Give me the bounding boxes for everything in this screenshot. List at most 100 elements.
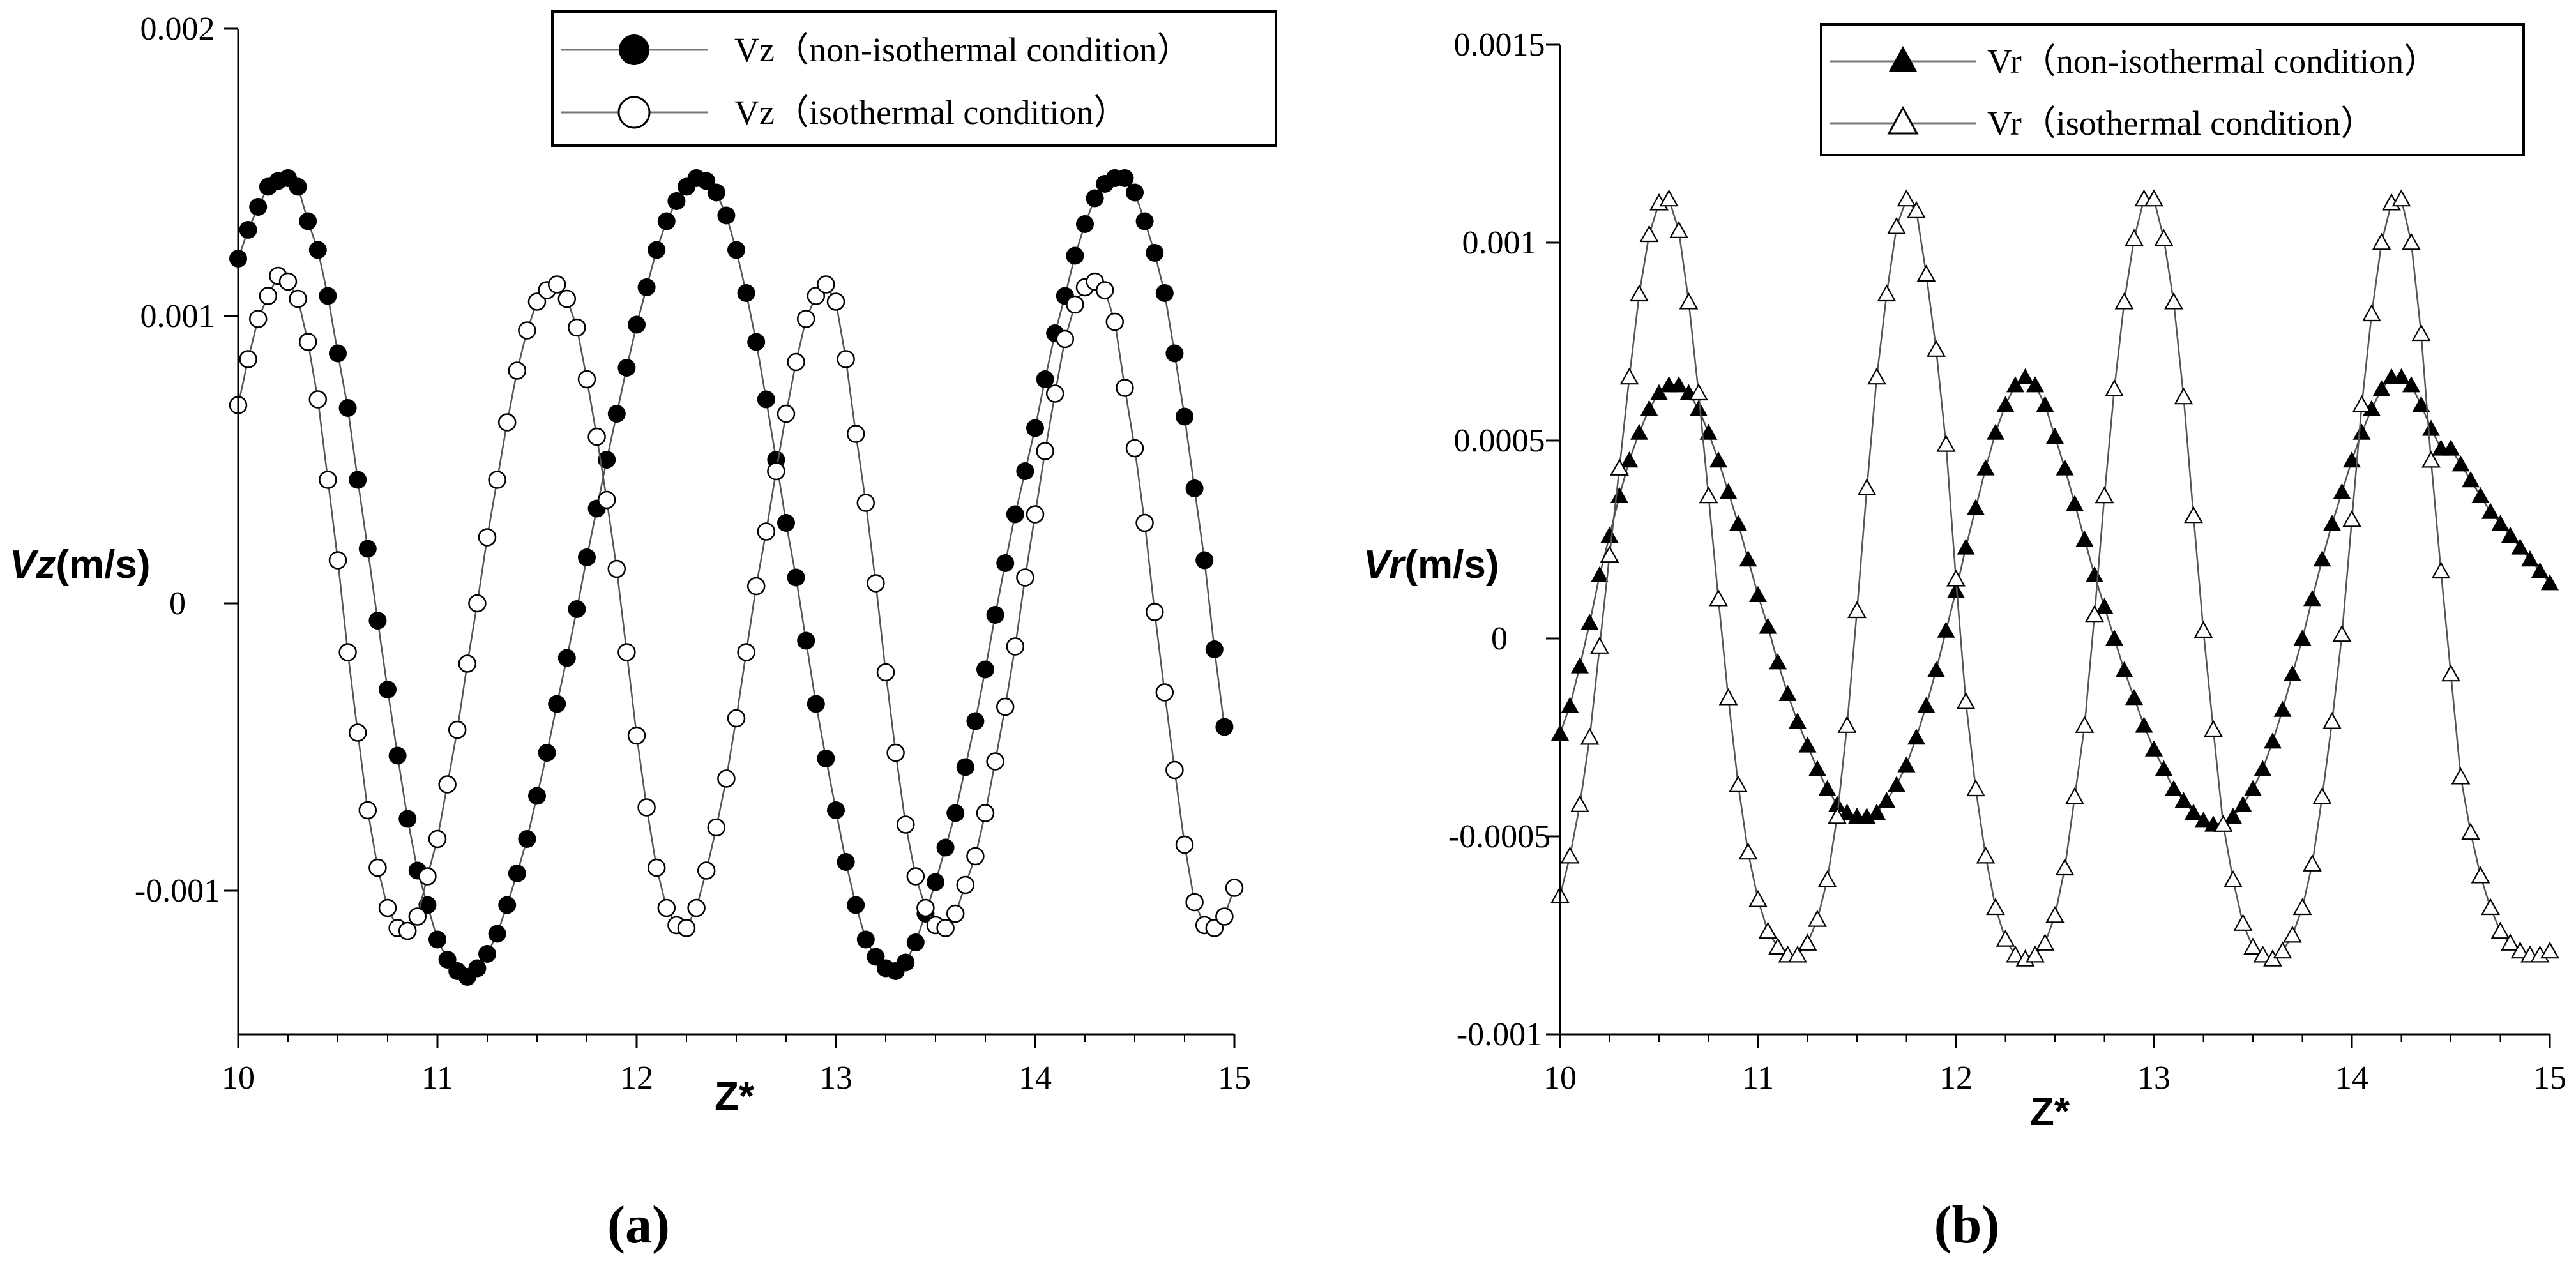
panel-b-series-1-point [1640,400,1658,416]
panel-b-series-1-point [1699,423,1718,440]
panel-b-series-2-point [2085,605,2104,623]
panel-a-series-2-point [867,574,885,593]
panel-b-series-2-point [1956,691,1976,709]
panel-b-series-2-point [1867,367,1886,385]
panel-a-series-1-point [1076,215,1094,233]
panel-b-series-1-point [2352,423,2371,440]
panel-a-x-axis-title: Z* [715,1075,755,1119]
panel-b-series-1-point [2392,368,2411,384]
panel-a-series-2-point [817,275,835,294]
panel-b-series-1-point [1789,713,1807,729]
panel-b-series-1-point [2145,740,2163,757]
panel-b-legend-marker-1 [1889,46,1917,72]
panel-b-series-2-point [2075,716,2095,733]
panel-a-series-2-point [547,275,566,294]
panel-b-series-2-point [1927,340,1946,357]
panel-b-series-2-point [1857,478,1877,495]
panel-b-x-tick-label: 13 [2137,1060,2171,1096]
panel-b-series-1-point [2462,471,2480,488]
panel-b-series-1-point [1996,396,2015,412]
panel-b-series-1-point [1917,697,1936,713]
panel-a-series-2-point [677,919,696,937]
panel-a-series-1-point [607,405,626,423]
panel-b-series-1-point [2481,502,2499,519]
panel-a-series-2-point [488,471,506,489]
panel-b-series-2-point [2501,933,2520,951]
panel-a-series-2-point [338,643,357,661]
panel-a-series-2-point [1016,568,1034,587]
panel-a-series-1-point [648,241,666,259]
panel-a-series-1-point [398,810,417,828]
panel-b-series-1-point [2273,700,2292,717]
panel-a-series-1-point [1195,551,1214,570]
panel-a-series-2-point [319,471,337,489]
panel-b-series-2-point [1560,846,1580,864]
panel-a-series-2-point [1205,919,1224,937]
panel-b-series-1-point [1976,459,1995,476]
panel-b-series-2-point [2253,945,2273,963]
panel-a-series-2-point [846,425,865,443]
panel-a-series-2-point [358,801,377,820]
panel-a-series-2-point [368,858,387,877]
panel-b-series-1-point [1798,736,1817,753]
panel-b-series-1-point [1670,376,1688,393]
panel-a-series-1-point [827,801,845,819]
panel-b-series-1-point [2174,792,2193,808]
panel-a-series-1-point [1036,370,1054,388]
panel-b-series-2-point [1738,842,1758,860]
panel-a-series-2-point [1145,603,1164,621]
panel-a-series-1-line [237,177,1225,978]
panel-b-series-2-point [2164,292,2183,310]
panel-a-series-1-point [966,712,985,730]
panel-b-series-2-point [2352,395,2372,412]
panel-b-series-1-point [1709,451,1727,468]
panel-b-legend: Vr（non-isothermal condition） Vr（isotherm… [1820,23,2525,156]
panel-b-series-2-point [2431,561,2451,579]
panel-b-series-1-point [1769,653,1787,670]
panel-a-series-1-point [1185,479,1204,497]
panel-b-series-1-point [1957,538,1975,555]
panel-a-series-1-point [528,787,546,805]
panel-a-series-2-point [289,289,307,308]
panel-a-series-2-point [637,798,656,817]
panel-b-series-2-point [2312,787,2332,804]
panel-a-x-tick-label: 15 [1218,1060,1251,1096]
panel-b-y-tick-label: -0.001 [1457,1016,1542,1053]
panel-b-series-1-point [2511,538,2529,555]
panel-b-series-2-point [2471,866,2490,884]
panel-b-series-2-point [1768,937,1787,955]
panel-b-series-2-point [1718,688,1738,706]
panel-b-series-1-point [1828,796,1846,812]
panel-b-series-2-point [1639,225,1659,243]
panel-a-series-1-point [1086,189,1104,208]
panel-b-series-1-point [1927,661,1945,677]
panel-a-series-1-point [1155,284,1174,302]
panel-a-series-1-point [787,568,805,587]
panel-a-series-2-point [577,370,596,389]
panel-b-series-2-point [2441,664,2460,682]
panel-b-x-tick-label: 10 [1543,1060,1577,1096]
panel-a-series-1-point [986,606,1004,624]
panel-a-series-2-point [248,310,268,328]
panel-b-series-2-point [2421,450,2441,468]
panel-b-series-2-point [1907,201,1926,218]
panel-b-series-1-point [1838,803,1856,820]
panel-b-series-2-point [2372,232,2391,250]
panel-a-series-1-point [807,695,825,713]
panel-a-series-1-point [299,212,317,230]
panel-b-series-2-point [2292,898,2312,916]
panel-a-series-1-point [1146,244,1164,262]
panel-a-series-1-point [1135,212,1154,230]
panel-b-series-1-point [2264,732,2282,749]
panel-b-series-2-point [1798,933,1817,951]
panel-b-series-1-point [2471,487,2490,503]
panel-a-legend-marker-1 [619,34,649,65]
panel-a-legend-box [551,10,1277,147]
panel-b-series-1-point [1808,760,1826,776]
panel-b-legend-marker-2 [1887,105,1919,135]
panel-a-series-1-point [349,471,367,489]
panel-a-series-1-point [996,554,1015,572]
panel-b-chart: 10 11 12 13 14 15 0.0015 0.001 0.0005 0 -0.0005 -0.… [1363,23,2566,1255]
panel-b-series-1-point [2105,630,2123,646]
panel-a-legend-entry-1: Vz（non-isothermal condition） [561,31,1191,69]
